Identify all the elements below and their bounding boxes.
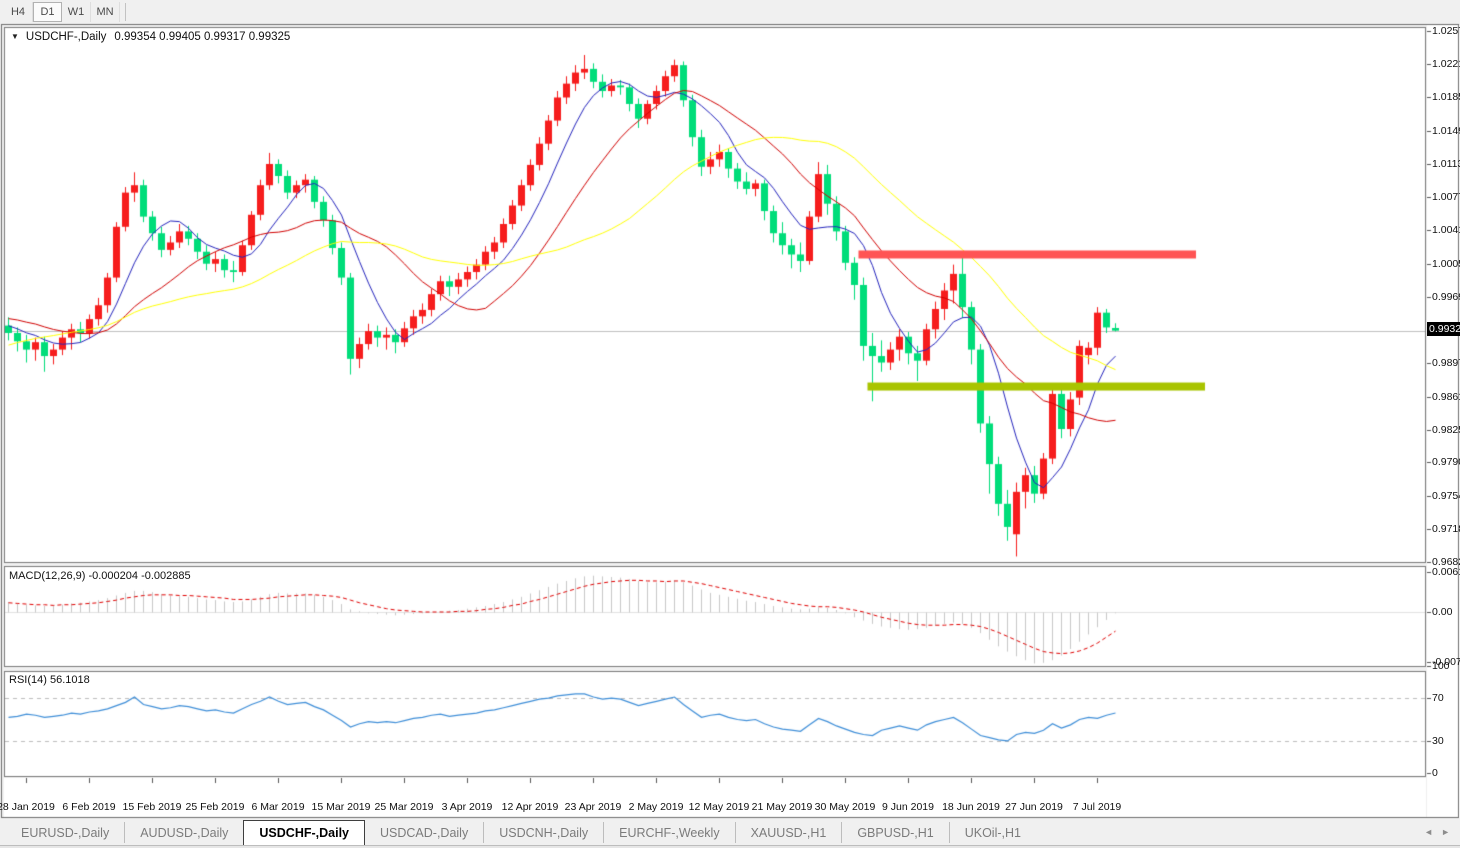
macd-axis-label: 0.00 — [1432, 606, 1453, 618]
timeframe-d1-button[interactable]: D1 — [33, 1, 62, 22]
date-axis-label: 6 Mar 2019 — [251, 801, 305, 813]
date-axis-label: 23 Apr 2019 — [564, 801, 622, 813]
price-axis-label: 1.02570 — [1432, 25, 1460, 37]
tab-scroll-right-icon[interactable]: ► — [1441, 827, 1450, 837]
date-axis-label: 12 May 2019 — [688, 801, 750, 813]
price-axis-label: 1.00410 — [1432, 224, 1460, 237]
chart-title: ▼ USDCHF-,Daily 0.99354 0.99405 0.99317 0.… — [11, 31, 290, 43]
price-axis-label: 1.01490 — [1432, 124, 1460, 137]
chart-tab-bar: EURUSD-,Daily AUDUSD-,Daily USDCHF-,Dail… — [0, 819, 1460, 845]
chart-ohlc-values: 0.99354 0.99405 0.99317 0.99325 — [114, 31, 291, 43]
date-axis-label: 30 May 2019 — [814, 801, 876, 813]
tab-eurusd-daily[interactable]: EURUSD-,Daily — [21, 825, 110, 840]
date-axis-label: 12 Apr 2019 — [501, 801, 559, 813]
price-axis-label: 0.96820 — [1432, 556, 1460, 568]
price-axis-label: 1.00770 — [1432, 191, 1460, 204]
date-axis-label: 27 Jun 2019 — [1005, 801, 1063, 813]
timeframe-mn-button[interactable]: MN — [91, 1, 120, 22]
splitter-macd-rsi[interactable] — [2, 666, 1426, 670]
timeframe-h4-button[interactable]: H4 — [4, 1, 33, 22]
tab-usdchf-daily[interactable]: USDCHF-,Daily — [243, 820, 365, 845]
tab-gbpusd-h1[interactable]: GBPUSD-,H1 — [841, 822, 948, 843]
rsi-axis-label: 70 — [1432, 692, 1444, 705]
date-axis-label: 25 Feb 2019 — [185, 801, 245, 813]
price-axis-label: 1.02210 — [1432, 58, 1460, 71]
rsi-axis-label: 100 — [1432, 660, 1450, 672]
splitter-main-macd[interactable] — [2, 563, 1426, 567]
macd-axis-label: -0.00761 — [1432, 656, 1460, 669]
tab-audusd-daily[interactable]: AUDUSD-,Daily — [124, 822, 243, 843]
current-price-badge: 0.99325 — [1427, 322, 1460, 336]
tab-usdcad-daily[interactable]: USDCAD-,Daily — [380, 825, 469, 840]
timeframe-w1-button[interactable]: W1 — [62, 1, 91, 22]
chart-symbol-label: USDCHF-,Daily — [25, 31, 107, 43]
timeframe-toolbar: H4 D1 W1 MN — [0, 0, 1460, 23]
date-axis-label: 21 May 2019 — [751, 801, 813, 813]
price-axis-label: 0.98970 — [1432, 357, 1460, 370]
price-axis-label: 1.00050 — [1432, 257, 1460, 270]
rsi-indicator-label: RSI(14) 56.1018 — [9, 674, 90, 686]
tab-scroll-arrows: ◄ ► — [1424, 827, 1460, 837]
toolbar-separator — [125, 2, 126, 21]
date-axis-label: 6 Feb 2019 — [62, 801, 116, 813]
price-axis-label: 0.97540 — [1432, 489, 1460, 502]
price-axis-label: 0.97900 — [1432, 456, 1460, 469]
rsi-axis-label: 0 — [1432, 767, 1438, 779]
tab-ukoil-h1[interactable]: UKOil-,H1 — [948, 822, 1036, 843]
tab-usdcnh-daily[interactable]: USDCNH-,Daily — [483, 822, 603, 843]
price-axis-label: 0.98610 — [1432, 390, 1460, 403]
tab-scroll-left-icon[interactable]: ◄ — [1424, 827, 1434, 837]
price-axis-label: 0.97180 — [1432, 522, 1460, 535]
date-axis-label: 9 Jun 2019 — [882, 801, 934, 813]
date-axis-label: 28 Jan 2019 — [0, 801, 55, 813]
date-axis-label: 25 Mar 2019 — [374, 801, 434, 813]
date-axis-label: 2 May 2019 — [628, 801, 684, 813]
date-axis-label: 15 Feb 2019 — [122, 801, 182, 813]
tab-eurchf-weekly[interactable]: EURCHF-,Weekly — [603, 822, 734, 843]
date-axis-label: 7 Jul 2019 — [1072, 801, 1122, 813]
price-axis-label: 1.01850 — [1432, 91, 1460, 104]
price-axis-label: 0.99690 — [1432, 290, 1460, 303]
tab-xauusd-h1[interactable]: XAUUSD-,H1 — [734, 822, 842, 843]
macd-axis-label: 0.00613 — [1432, 565, 1460, 578]
collapse-arrow-icon[interactable]: ▼ — [11, 32, 19, 41]
date-axis-label: 15 Mar 2019 — [311, 801, 371, 813]
date-axis-label: 3 Apr 2019 — [441, 801, 493, 813]
status-strip — [0, 845, 1460, 848]
price-axis-label: 0.98250 — [1432, 423, 1460, 436]
macd-indicator-label: MACD(12,26,9) -0.000204 -0.002885 — [9, 570, 191, 582]
rsi-axis-label: 30 — [1432, 734, 1444, 747]
date-axis-label: 18 Jun 2019 — [942, 801, 1000, 813]
price-axis-label: 1.01130 — [1432, 157, 1460, 170]
